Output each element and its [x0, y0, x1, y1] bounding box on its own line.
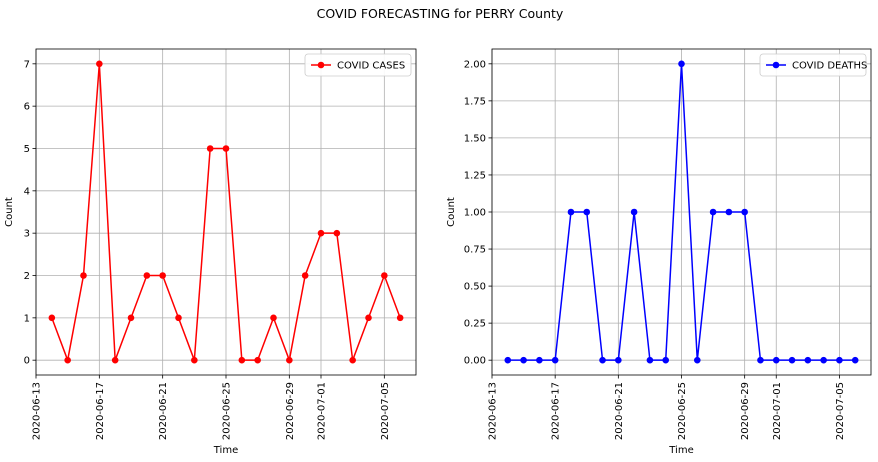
legend-label: COVID DEATHS [792, 61, 867, 72]
data-point [693, 356, 701, 364]
x-tick-label: 2020-06-17 [95, 382, 106, 440]
data-point [381, 272, 388, 279]
data-point [804, 356, 812, 364]
plot-frame [35, 48, 417, 376]
data-point [365, 314, 372, 322]
data-point [678, 60, 685, 68]
data-point [254, 356, 261, 364]
data-point [772, 356, 780, 364]
y-tick-label: 2.00 [464, 59, 486, 70]
chart-1: 2020-06-13 2020-06-17 2020-06-21 2020-06-25… [4, 48, 417, 456]
y-tick-label: 1.00 [464, 208, 486, 219]
data-point [222, 145, 230, 152]
x-tick-label: 2020-07-05 [835, 382, 846, 440]
plot-frame [491, 48, 872, 376]
y-axis-label: Count [446, 197, 457, 227]
y-tick-label: 0.00 [464, 356, 486, 367]
x-tick-label: 2020-06-13 [488, 382, 499, 440]
y-tick-label: 1.25 [464, 170, 486, 181]
x-tick-label: 2020-07-01 [772, 382, 783, 440]
y-tick-label: 0.50 [464, 282, 486, 293]
data-point [80, 272, 87, 279]
data-point [111, 356, 119, 364]
data-point [741, 208, 748, 216]
data-point [820, 356, 827, 364]
data-point [238, 356, 246, 364]
data-point [583, 208, 591, 216]
y-tick-label: 5 [24, 144, 30, 155]
y-tick-label: 6 [24, 102, 30, 113]
x-tick-label: 2020-06-17 [551, 382, 562, 440]
data-point [349, 356, 356, 364]
legend-box [304, 53, 412, 77]
legend-box [759, 53, 867, 77]
x-tick-label: 2020-06-13 [32, 382, 43, 440]
data-point [646, 356, 654, 364]
x-tick-label: 2020-06-29 [740, 382, 751, 440]
y-tick-label: 2 [24, 271, 30, 282]
x-tick-label: 2020-06-21 [614, 382, 625, 440]
chart-2: 2020-06-13 2020-06-17 2020-06-21 2020-06-25… [446, 48, 872, 456]
data-point [504, 356, 512, 364]
legend-label: COVID CASES [337, 61, 405, 72]
data-point [301, 272, 309, 279]
y-tick-label: 1.75 [464, 96, 486, 107]
x-tick-label: 2020-07-01 [317, 382, 328, 440]
y-tick-label: 1.50 [464, 133, 486, 144]
data-point [567, 208, 575, 216]
data-point [317, 229, 325, 237]
y-tick-label: 0.25 [464, 319, 486, 330]
x-axis-label: Time [213, 445, 238, 456]
data-point [836, 356, 843, 364]
data-point [206, 145, 214, 152]
y-tick-label: 7 [24, 59, 30, 70]
y-tick-label: 4 [24, 186, 30, 197]
data-point [599, 356, 606, 364]
data-point [709, 208, 717, 216]
data-point [270, 314, 277, 322]
data-point [396, 314, 404, 322]
y-axis-label: Count [4, 197, 15, 227]
data-point [64, 356, 71, 364]
x-tick-label: 2020-06-25 [677, 382, 688, 440]
y-tick-label: 0.75 [464, 245, 486, 256]
x-tick-label: 2020-07-05 [380, 382, 391, 440]
data-point [127, 314, 135, 322]
data-point [536, 356, 543, 364]
data-point [333, 229, 341, 237]
data-point [788, 356, 796, 364]
data-point [96, 60, 103, 68]
data-point [48, 314, 56, 322]
data-point [175, 314, 182, 322]
y-tick-label: 1 [24, 313, 30, 324]
legend-marker [317, 61, 325, 69]
data-point [191, 356, 198, 364]
x-tick-label: 2020-06-25 [222, 382, 233, 440]
data-point [286, 356, 293, 364]
data-point [615, 356, 622, 364]
x-axis-label: Time [668, 445, 693, 456]
data-point [725, 208, 733, 216]
data-point [630, 208, 638, 216]
figure-title: COVID FORECASTING for PERRY County [317, 6, 564, 21]
data-point [851, 356, 859, 364]
data-point [662, 356, 670, 364]
data-point [757, 356, 764, 364]
data-point [159, 272, 166, 279]
data-point [551, 356, 559, 364]
x-tick-label: 2020-06-21 [158, 382, 169, 440]
legend-marker [772, 61, 780, 69]
data-point [143, 272, 151, 279]
data-point [520, 356, 527, 364]
y-tick-label: 3 [24, 229, 30, 240]
x-tick-label: 2020-06-29 [285, 382, 296, 440]
y-tick-label: 0 [24, 356, 30, 367]
